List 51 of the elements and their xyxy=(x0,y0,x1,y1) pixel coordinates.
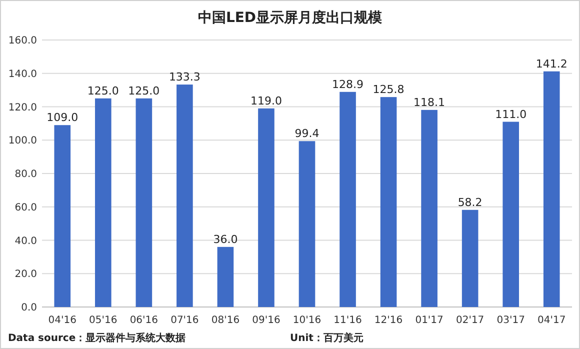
x-tick-label: 03'17 xyxy=(496,315,525,326)
data-label: 133.3 xyxy=(168,70,200,84)
bar xyxy=(217,246,234,307)
bar xyxy=(421,110,438,307)
y-tick-label: 100.0 xyxy=(8,136,37,147)
x-tick-label: 08'16 xyxy=(211,315,240,326)
bar xyxy=(54,125,71,307)
bar xyxy=(176,84,193,307)
data-label: 58.2 xyxy=(458,196,482,209)
data-label: 141.2 xyxy=(536,57,568,70)
x-tick-label: 10'16 xyxy=(292,315,322,326)
bar xyxy=(380,97,397,307)
data-label: 125.8 xyxy=(372,83,404,96)
y-tick-label: 40.0 xyxy=(14,236,37,247)
x-tick-label: 09'16 xyxy=(252,315,280,326)
data-label: 36.0 xyxy=(213,232,238,246)
y-tick-label: 20.0 xyxy=(14,269,37,280)
bar xyxy=(298,141,316,307)
y-tick-label: 0.0 xyxy=(21,302,37,314)
x-tick-label: 04'17 xyxy=(538,315,566,326)
data-label: 125.0 xyxy=(128,84,160,98)
data-label: 118.1 xyxy=(414,96,446,109)
bar xyxy=(340,92,356,307)
data-label: 109.0 xyxy=(46,111,78,124)
y-tick-label: 60.0 xyxy=(14,202,37,214)
y-tick-label: 160.0 xyxy=(8,36,37,46)
y-tick-label: 80.0 xyxy=(14,169,37,180)
data-label: 111.0 xyxy=(495,108,527,121)
x-tick-label: 04'16 xyxy=(48,315,76,326)
x-tick-label: 12'16 xyxy=(374,315,403,326)
data-label: 125.0 xyxy=(87,84,119,98)
x-tick-label: 07'16 xyxy=(170,315,199,326)
bar xyxy=(462,210,478,307)
bar xyxy=(95,98,112,307)
bar xyxy=(258,108,274,307)
y-tick-label: 140.0 xyxy=(8,68,37,80)
bar xyxy=(502,122,519,307)
x-tick-label: 05'16 xyxy=(89,315,118,326)
x-tick-label: 02'17 xyxy=(456,315,484,326)
data-label: 119.0 xyxy=(250,94,282,108)
text: Unit：百万美元 xyxy=(290,332,364,344)
data-label: 128.9 xyxy=(332,78,364,91)
x-tick-label: 06'16 xyxy=(130,315,158,326)
x-tick-label: 01'17 xyxy=(415,315,444,326)
source-note: Data source：显示器件与系统大数据 xyxy=(8,332,186,344)
x-tick-label: 11'16 xyxy=(334,315,362,326)
chart-title: 中国LED显示屏月度出口规模 xyxy=(198,9,384,26)
data-label: 99.4 xyxy=(294,127,320,140)
bar xyxy=(136,98,152,307)
y-tick-label: 120.0 xyxy=(8,102,37,114)
bar xyxy=(543,71,560,307)
